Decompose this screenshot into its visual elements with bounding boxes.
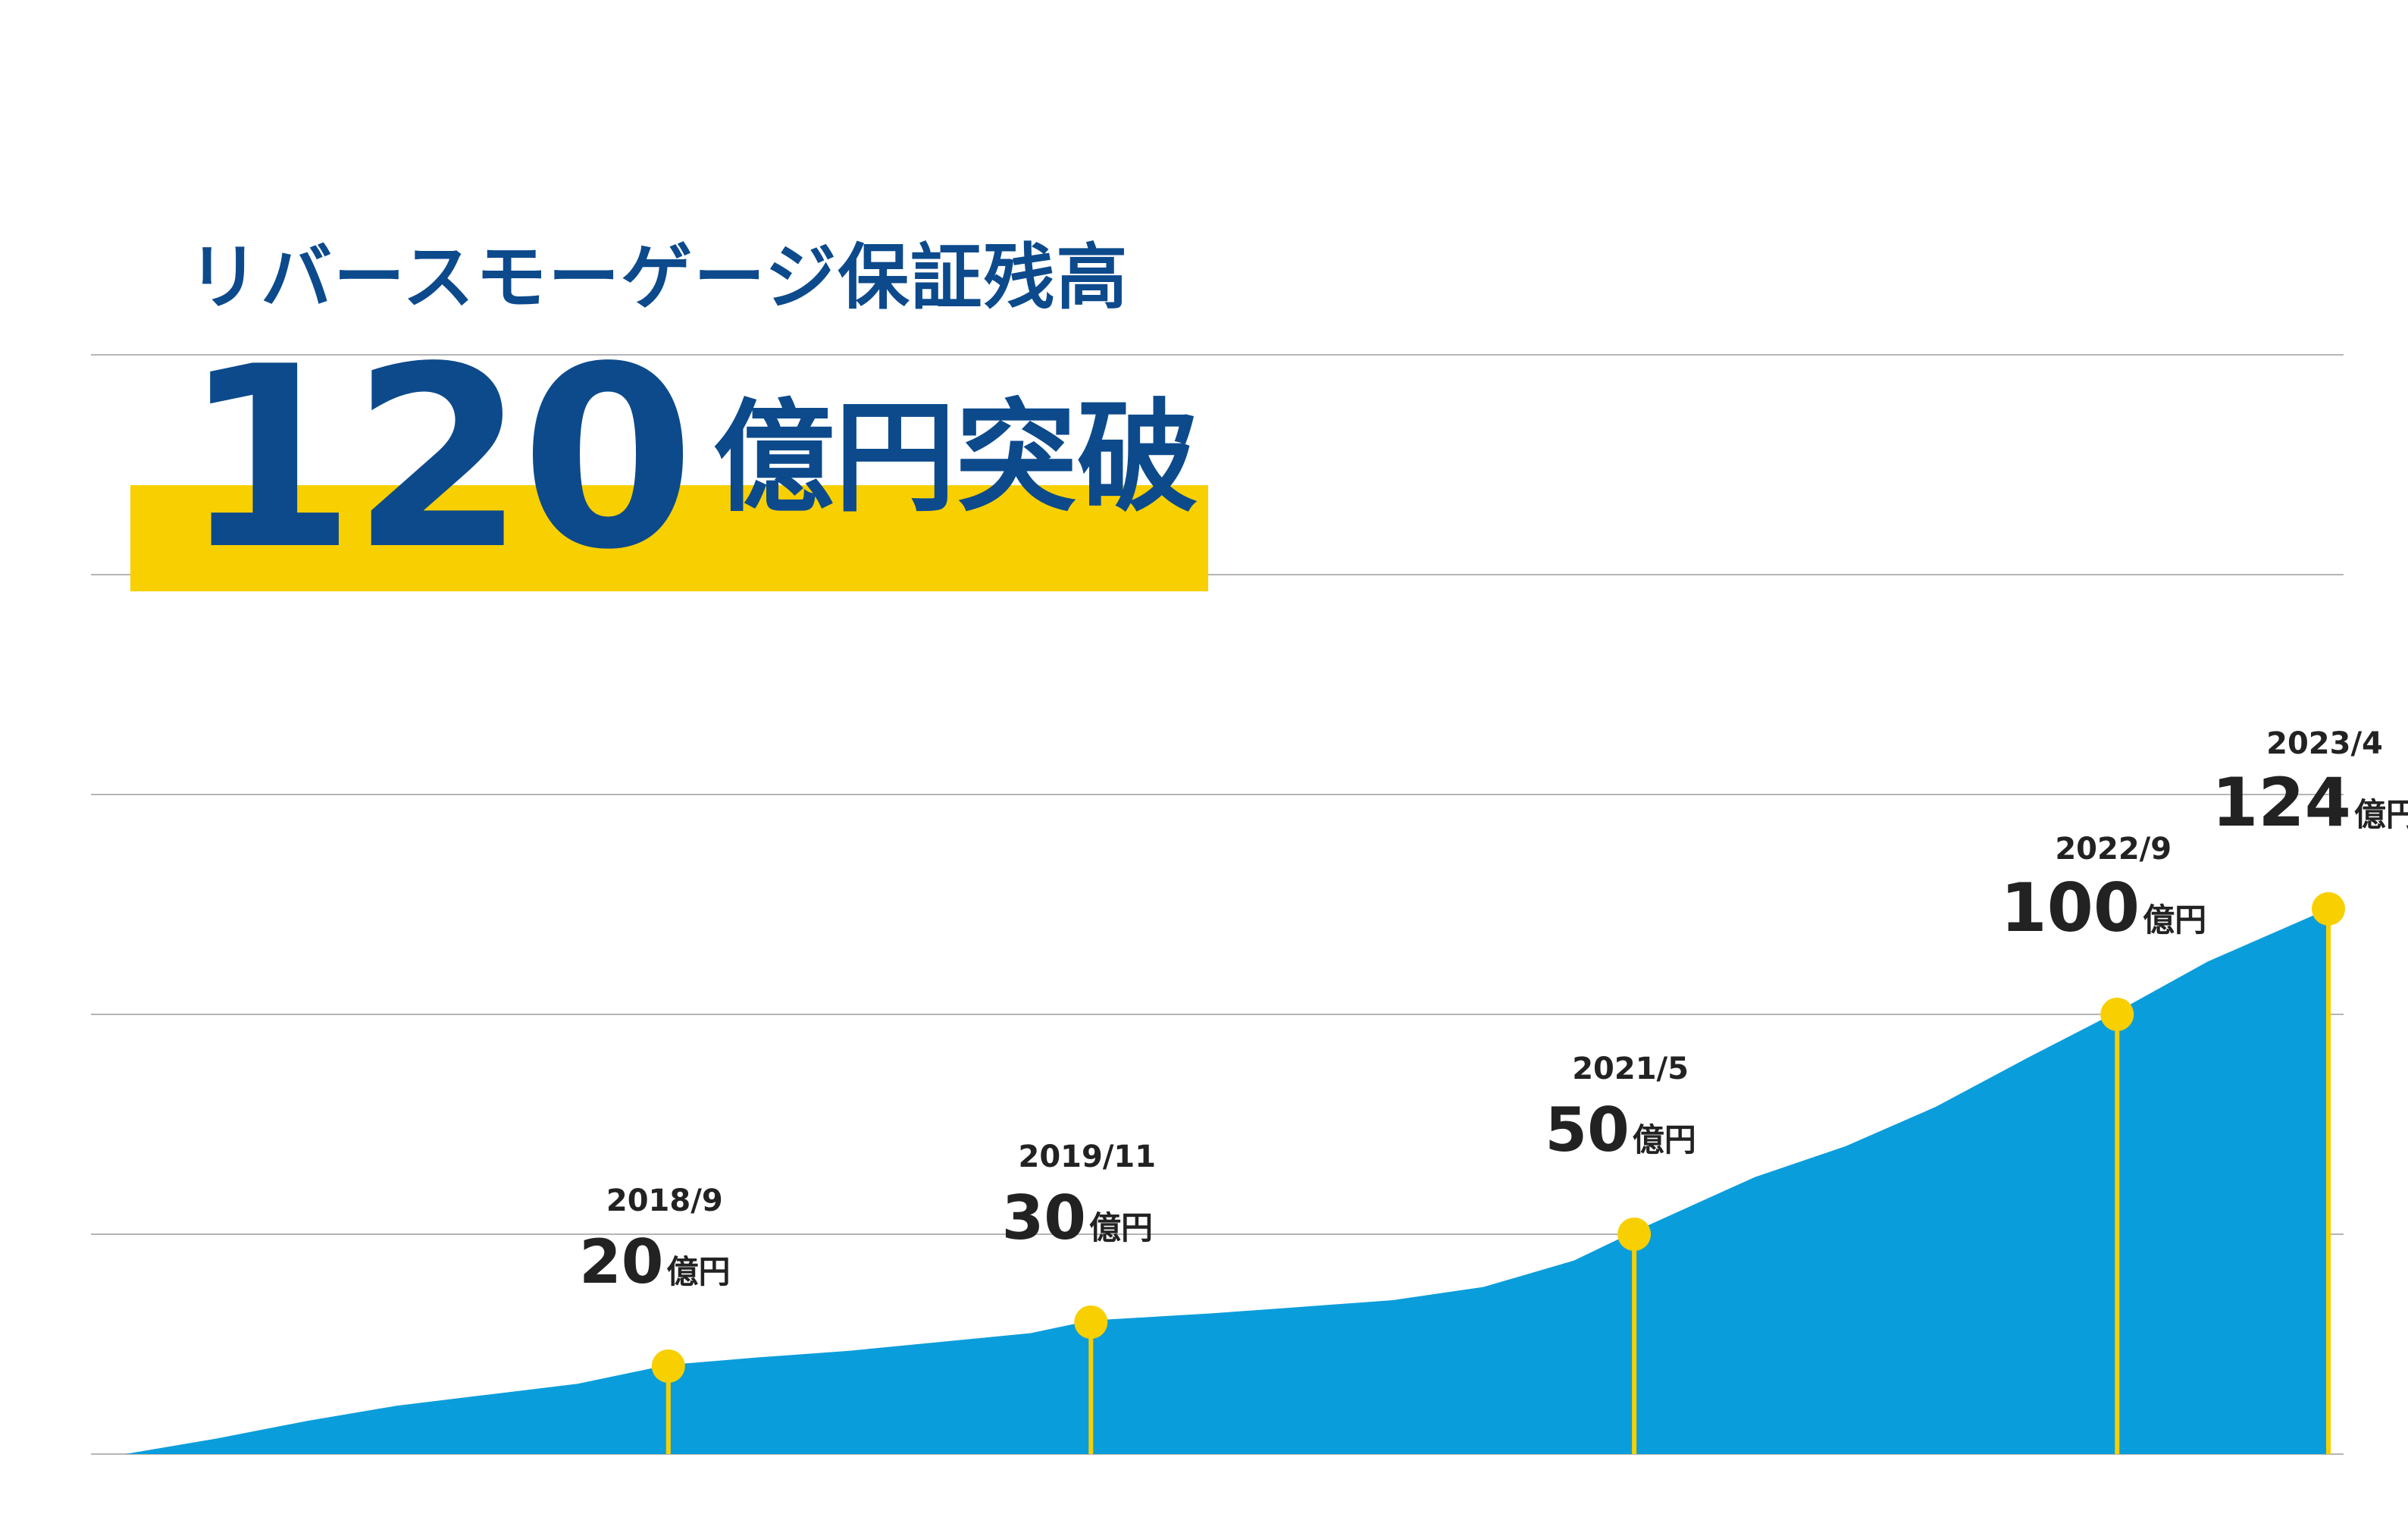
milestone-date-label: 2019/11 (1018, 1139, 1156, 1174)
milestone-date-label: 2023/4 (2266, 726, 2383, 761)
milestone-value-label: 50億円 (1545, 1095, 1696, 1165)
milestone-value-unit: 億円 (2354, 796, 2408, 833)
milestone-dot (1074, 1305, 1108, 1339)
milestone-value-unit: 億円 (2143, 901, 2206, 939)
milestone-date-label: 2021/5 (1572, 1052, 1689, 1086)
milestone-dot (2312, 892, 2345, 926)
milestone-value-label: 100億円 (2000, 869, 2206, 947)
milestone-date-label: 2018/9 (606, 1183, 723, 1218)
milestone-value-number: 30 (1002, 1183, 1086, 1253)
milestone-date-label: 2022/9 (2055, 832, 2172, 867)
milestone-value-unit: 億円 (666, 1253, 730, 1290)
milestone-value-number: 20 (579, 1227, 663, 1297)
milestone-dot (1617, 1218, 1652, 1251)
milestone-value-label: 20億円 (579, 1227, 730, 1297)
milestone-value-number: 124 (2212, 763, 2351, 842)
milestone-value-number: 50 (1545, 1095, 1629, 1165)
milestone-value-unit: 億円 (1633, 1121, 1696, 1158)
milestone-value-label: 124億円 (2212, 763, 2408, 842)
milestone-value-label: 30億円 (1002, 1183, 1153, 1253)
milestone-dot (2100, 998, 2134, 1031)
milestone-dot (651, 1349, 685, 1383)
balance-area (125, 908, 2328, 1454)
milestone-value-number: 100 (2000, 869, 2140, 947)
milestone-value-unit: 億円 (1089, 1209, 1153, 1246)
